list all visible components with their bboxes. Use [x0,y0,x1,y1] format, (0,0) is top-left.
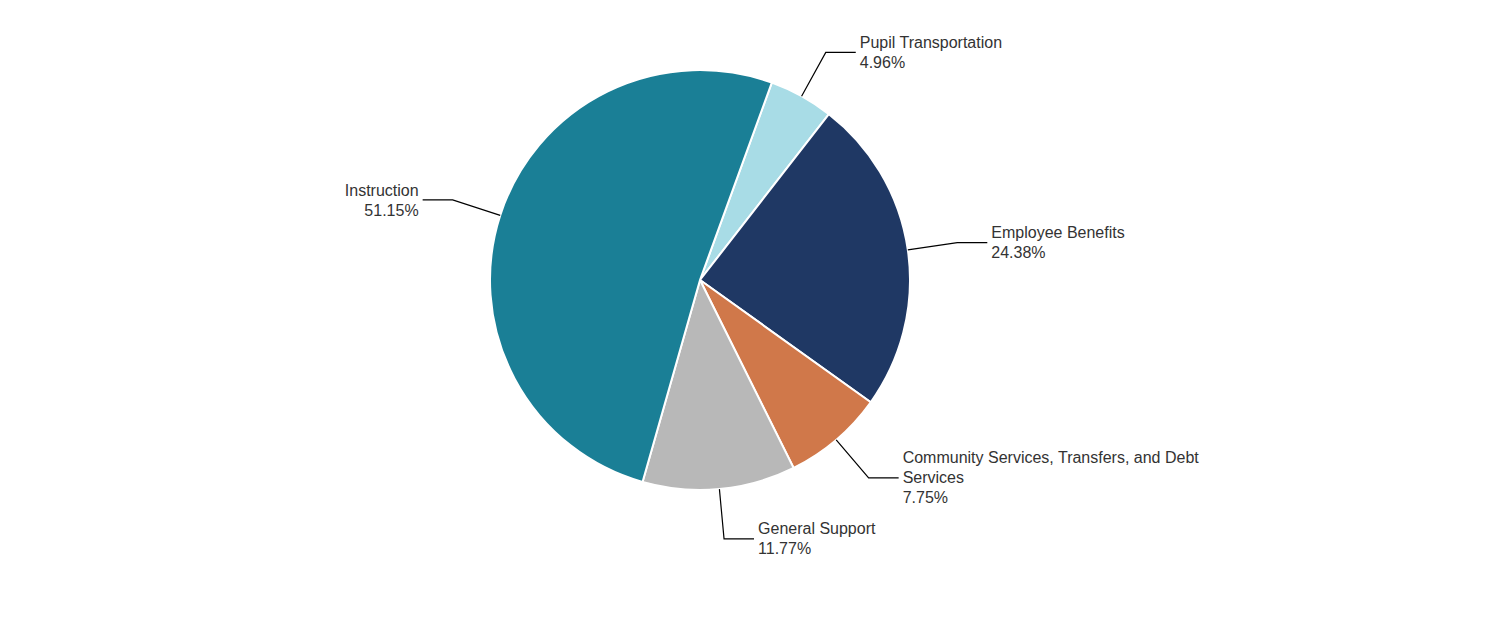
svg-text:Employee Benefits24.38%: Employee Benefits24.38% [991,224,1124,261]
svg-text:Pupil Transportation4.96%: Pupil Transportation4.96% [860,34,1002,71]
svg-text:General Support11.77%: General Support11.77% [758,520,876,557]
svg-text:Instruction51.15%: Instruction51.15% [345,182,419,219]
svg-text:Community Services, Transfers,: Community Services, Transfers, and DebtS… [903,449,1200,506]
